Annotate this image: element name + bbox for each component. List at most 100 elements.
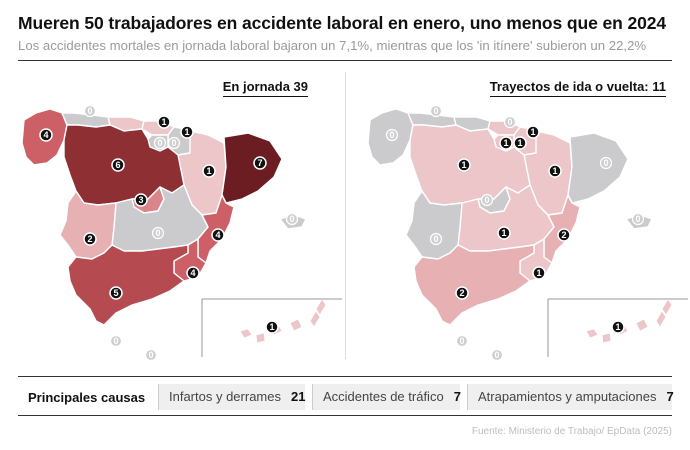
badge-andalucia: 2: [456, 287, 468, 299]
badge-navarra: 1: [514, 137, 526, 149]
badge-value: 0: [289, 214, 294, 224]
badge-value: 1: [501, 228, 506, 238]
badge-canarias: 1: [266, 321, 278, 333]
top-rule: [18, 60, 672, 61]
badge-value: 2: [459, 288, 464, 298]
badge-castilla_leon: 1: [458, 159, 470, 171]
cause-name: Atrapamientos y amputaciones: [478, 389, 656, 404]
badge-value: 5: [113, 288, 118, 298]
cause-item: Atrapamientos y amputaciones 7: [467, 384, 672, 410]
badge-baleares: 0: [633, 214, 644, 225]
badge-value: 0: [433, 106, 438, 116]
badge-melilla: 0: [492, 350, 503, 361]
badge-value: 3: [138, 195, 143, 205]
badge-value: 0: [148, 350, 153, 360]
badge-madrid: 3: [135, 194, 147, 206]
badge-value: 0: [87, 106, 92, 116]
badge-extremadura: 2: [84, 233, 96, 245]
cause-value: 7: [454, 389, 461, 404]
badge-baleares: 0: [287, 214, 298, 225]
source-note: Fuente: Ministerio de Trabajo/ EpData (2…: [472, 426, 672, 437]
badge-value: 2: [87, 234, 92, 244]
badge-melilla: 0: [146, 350, 157, 361]
badge-pais_vasco: 1: [181, 126, 193, 138]
cause-name: Accidentes de tráfico: [323, 389, 444, 404]
region-cataluna: [222, 133, 282, 203]
cause-item: Infartos y derrames 21: [158, 384, 305, 410]
badge-value: 0: [603, 158, 608, 168]
badge-murcia: 1: [533, 267, 545, 279]
badge-value: 0: [494, 350, 499, 360]
badge-murcia: 4: [187, 267, 199, 279]
badge-value: 1: [503, 138, 508, 148]
causes-bottom-rule: [18, 415, 672, 416]
badge-galicia: 4: [40, 129, 52, 141]
badge-asturias: 0: [85, 106, 96, 117]
badge-value: 0: [459, 336, 464, 346]
badge-value: 0: [155, 228, 160, 238]
region-canarias-island: [240, 329, 252, 338]
badge-ceuta: 0: [111, 336, 122, 347]
region-cataluna: [568, 133, 628, 203]
region-canarias-island: [290, 319, 302, 331]
badge-value: 1: [461, 160, 466, 170]
region-canarias-island: [586, 329, 598, 338]
causes-label: Principales causas: [28, 390, 145, 405]
panel-separator: [345, 72, 346, 359]
badge-value: 1: [536, 268, 541, 278]
badge-navarra: 0: [169, 138, 180, 149]
badge-value: 0: [171, 138, 176, 148]
badge-value: 1: [269, 322, 274, 332]
badge-value: 7: [257, 158, 262, 168]
badge-pais_vasco: 1: [527, 126, 539, 138]
region-canarias-island: [636, 319, 648, 331]
badge-value: 2: [561, 230, 566, 240]
badge-cataluna: 7: [254, 157, 266, 169]
badge-value: 1: [206, 166, 211, 176]
badge-castilla_la_mancha: 1: [498, 227, 510, 239]
badge-valencia: 2: [558, 229, 570, 241]
badge-cantabria: 1: [158, 116, 170, 128]
badge-value: 6: [115, 160, 120, 170]
badge-value: 4: [190, 268, 195, 278]
badge-value: 1: [517, 138, 522, 148]
cause-name: Infartos y derrames: [169, 389, 281, 404]
cause-value: 21: [291, 389, 305, 404]
cause-value: 7: [666, 389, 673, 404]
causes-bar: Principales causas Infartos y derrames 21…: [18, 382, 672, 412]
badge-value: 0: [433, 234, 438, 244]
causes-top-rule: [18, 376, 672, 377]
badge-value: 0: [389, 130, 394, 140]
badge-value: 4: [215, 230, 220, 240]
badge-canarias: 1: [612, 321, 624, 333]
chart-subtitle: Los accidentes mortales en jornada labor…: [18, 38, 646, 53]
badge-castilla_la_mancha: 0: [153, 228, 164, 239]
badge-value: 1: [552, 166, 557, 176]
badge-aragon: 1: [203, 165, 215, 177]
badge-madrid: 0: [482, 195, 493, 206]
badge-value: 0: [113, 336, 118, 346]
chart-title: Mueren 50 trabajadores en accidente labo…: [18, 13, 666, 34]
badge-valencia: 4: [212, 229, 224, 241]
badge-value: 0: [635, 214, 640, 224]
badge-value: 4: [43, 130, 48, 140]
badge-la_rioja: 0: [155, 138, 166, 149]
region-canarias-island: [256, 333, 265, 343]
badge-andalucia: 5: [110, 287, 122, 299]
badge-cataluna: 0: [601, 158, 612, 169]
badge-value: 1: [615, 322, 620, 332]
badge-asturias: 0: [431, 106, 442, 117]
badge-value: 0: [507, 117, 512, 127]
badge-value: 0: [157, 138, 162, 148]
badge-galicia: 0: [387, 130, 398, 141]
badge-value: 1: [530, 127, 535, 137]
region-canarias-island: [602, 333, 611, 343]
badge-extremadura: 0: [431, 234, 442, 245]
badge-value: 0: [484, 195, 489, 205]
badge-ceuta: 0: [457, 336, 468, 347]
cause-item: Accidentes de tráfico 7: [312, 384, 460, 410]
badge-value: 1: [184, 127, 189, 137]
badge-cantabria: 0: [505, 117, 516, 128]
badge-la_rioja: 1: [500, 137, 512, 149]
